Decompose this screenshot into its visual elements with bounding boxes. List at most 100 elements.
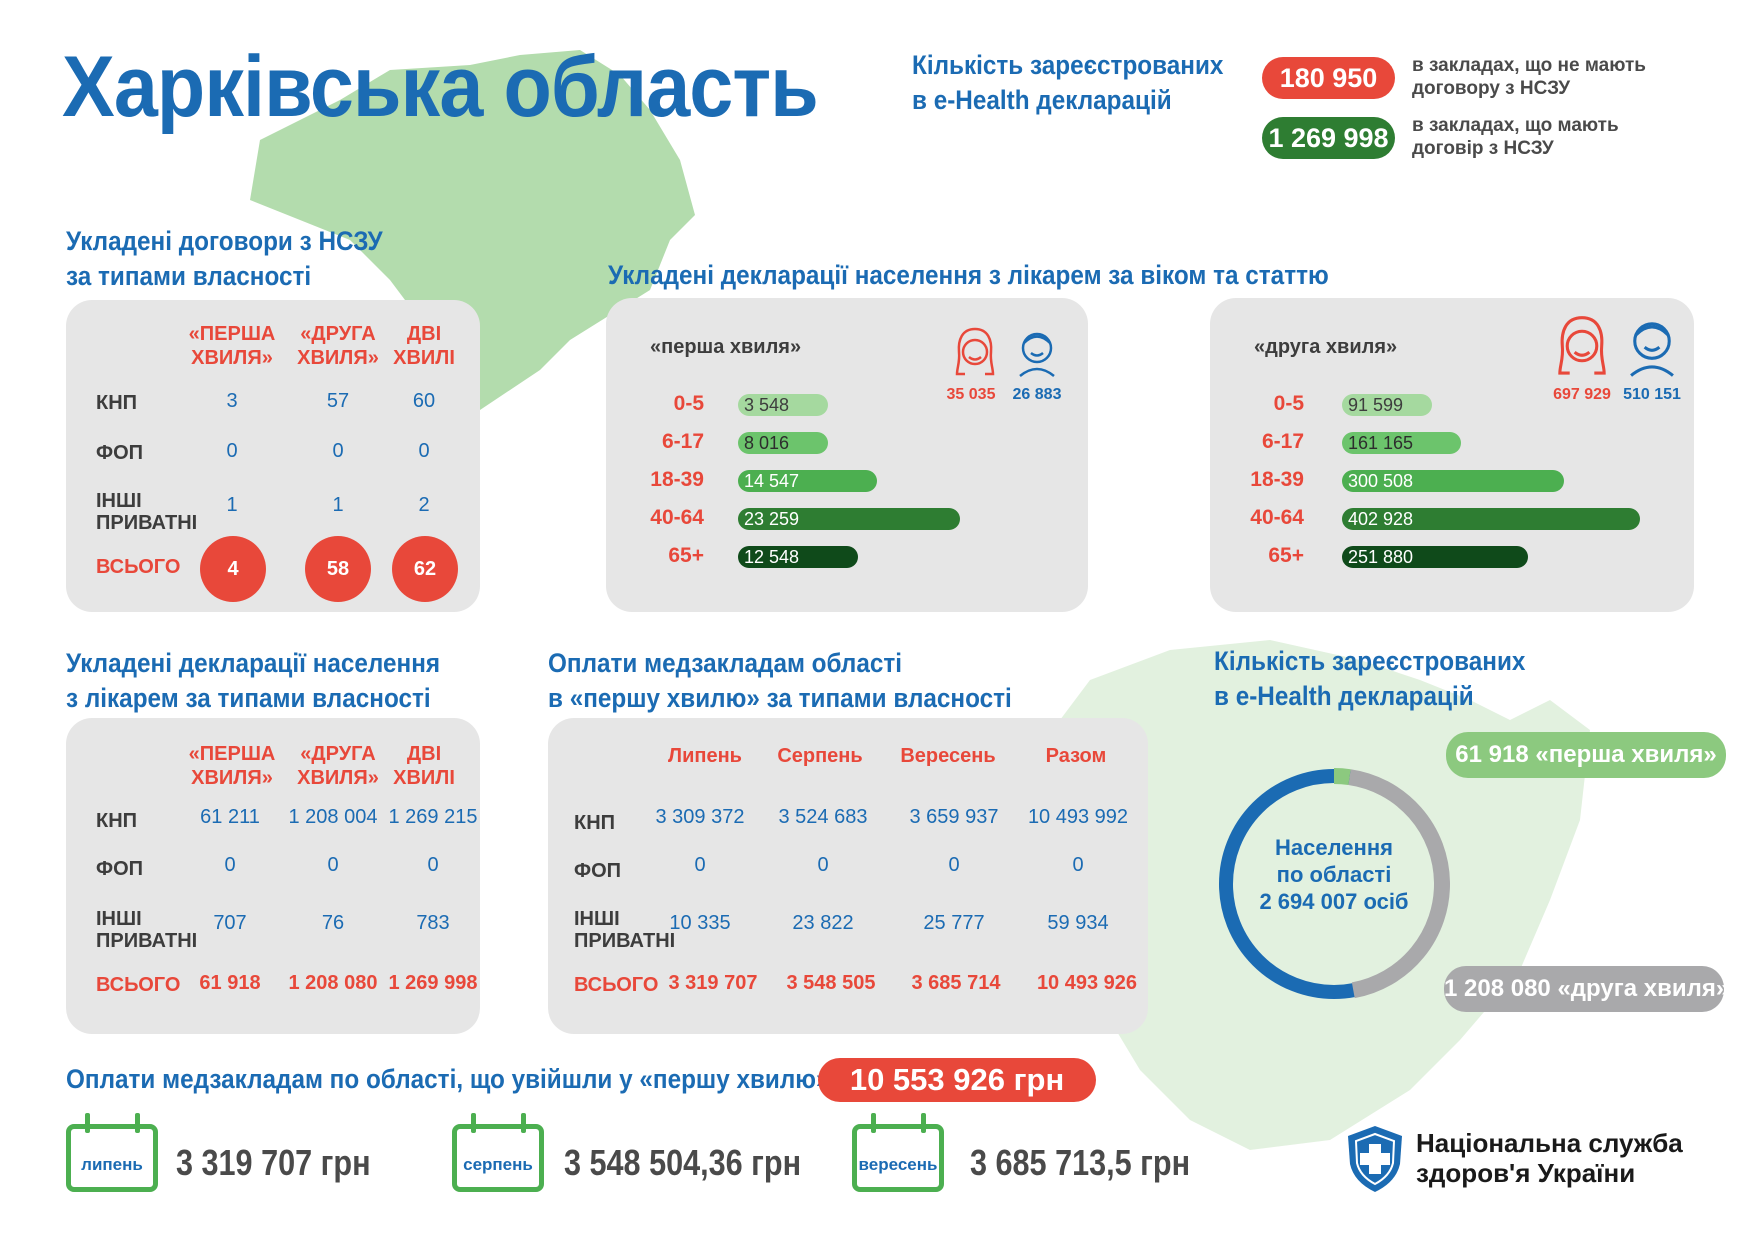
male-icon <box>1019 332 1055 377</box>
declarations-total: 1 208 080 <box>288 972 378 994</box>
age-group-label: 6-17 <box>1261 430 1304 453</box>
payments-total-label: ВСЬОГО <box>574 974 659 996</box>
declarations-total: 1 269 998 <box>388 972 478 994</box>
nszu-logo-text: Національна служба здоров'я України <box>1416 1128 1683 1188</box>
payments-row-label: ФОП <box>574 860 622 882</box>
payments-total-badge: 10 553 926 грн <box>818 1058 1096 1102</box>
age-bar-value: 12 548 <box>744 547 800 567</box>
age-bar <box>738 508 960 530</box>
wave1-male-count: 26 883 <box>1012 386 1062 403</box>
contracts-heading: Укладені договори з НСЗУ за типами власн… <box>66 226 383 291</box>
payments-cell: 0 <box>948 854 960 876</box>
age-group-label: 65+ <box>668 544 704 567</box>
without-contract-badge: 180 950 <box>1262 57 1395 99</box>
payments-table-heading: Оплати медзакладам області в «першу хвил… <box>548 648 1012 713</box>
donut-wave1-arc <box>1333 767 1351 786</box>
contracts-col-wave2: «ДРУГА ХВИЛЯ» <box>297 323 379 369</box>
payments-total: 3 319 707 <box>668 972 758 994</box>
age-group-label: 65+ <box>1268 544 1304 567</box>
age-bar-value: 14 547 <box>744 471 800 491</box>
payments-total: 3 685 714 <box>911 972 1001 994</box>
contracts-cell: 2 <box>418 494 430 516</box>
donut-heading: Кількість зареєстрованих в e-Health декл… <box>1214 646 1526 711</box>
payments-cell: 3 309 372 <box>655 806 745 828</box>
declarations-cell: 0 <box>327 854 339 876</box>
contracts-row-label: ІНШІ ПРИВАТНІ <box>96 490 198 534</box>
payments-cell: 0 <box>817 854 829 876</box>
contracts-col-wave1: «ПЕРША ХВИЛЯ» <box>188 323 276 369</box>
payment-month-amount: 3 685 713,5 грн <box>970 1142 1191 1183</box>
calendar-month-label: серпень <box>463 1155 533 1174</box>
age-bar <box>1342 546 1529 568</box>
declarations-panel <box>66 718 480 1034</box>
payments-col: Липень <box>668 745 742 767</box>
calendar-month-label: вересень <box>858 1155 938 1174</box>
region-map-top <box>250 50 695 460</box>
donut-wave1-pill: 61 918 «перша хвиля» <box>1446 732 1726 778</box>
payments-cell: 23 822 <box>792 912 854 934</box>
declarations-col-both: ДВІ ХВИЛІ <box>393 743 455 789</box>
age-group-label: 18-39 <box>1250 468 1304 491</box>
payments-total: 3 548 505 <box>786 972 876 994</box>
age-bar <box>1342 508 1640 530</box>
declarations-col-wave2: «ДРУГА ХВИЛЯ» <box>297 743 379 789</box>
age-group-label: 6-17 <box>661 430 704 453</box>
age-bar <box>738 432 828 454</box>
contracts-cell: 1 <box>332 494 344 516</box>
declarations-col-wave1: «ПЕРША ХВИЛЯ» <box>188 743 276 789</box>
contracts-total-wave2: 58 <box>305 536 371 602</box>
payments-cell: 0 <box>694 854 706 876</box>
calendar-icon: серпень <box>452 1113 544 1192</box>
declarations-row-label: ФОП <box>96 858 144 880</box>
donut-center: Населення по області 2 694 007 осіб <box>1259 835 1409 914</box>
contracts-cell: 57 <box>326 390 350 412</box>
declarations-row-label: КНП <box>96 810 138 832</box>
age-bar-value: 402 928 <box>1348 509 1414 529</box>
payments-col: Вересень <box>900 745 996 767</box>
payments-col: Разом <box>1045 745 1107 767</box>
payment-month-amount: 3 319 707 грн <box>176 1142 371 1183</box>
declarations-cell: 0 <box>224 854 236 876</box>
contracts-total-wave1: 4 <box>200 536 266 602</box>
declarations-cell: 61 211 <box>200 806 260 828</box>
page-title: Харківська область <box>62 39 819 135</box>
payments-row-label: КНП <box>574 812 616 834</box>
age-bar-value: 91 599 <box>1348 395 1404 415</box>
contracts-row-label: ФОП <box>96 442 144 464</box>
declarations-cell: 783 <box>416 912 450 934</box>
payments-cell: 25 777 <box>923 912 985 934</box>
declarations-total-label: ВСЬОГО <box>96 974 181 996</box>
contracts-row-label: КНП <box>96 392 138 414</box>
age-bar <box>1342 394 1432 416</box>
payments-cell: 3 659 937 <box>909 806 999 828</box>
age-group-label: 0-5 <box>1273 392 1304 415</box>
declarations-row-label: ІНШІ ПРИВАТНІ <box>96 908 198 952</box>
calendar-month-label: липень <box>81 1155 143 1174</box>
declarations-cell: 1 269 215 <box>388 806 478 828</box>
contracts-cell: 3 <box>226 390 238 412</box>
wave1-label: «перша хвиля» <box>650 336 802 358</box>
declarations-total: 61 918 <box>199 972 261 994</box>
payments-row-label: ІНШІ ПРИВАТНІ <box>574 908 676 952</box>
age-bar <box>738 394 828 416</box>
contracts-total-label: ВСЬОГО <box>96 556 181 578</box>
declarations-cell: 0 <box>427 854 439 876</box>
payments-total-heading: Оплати медзакладам по області, що увійшл… <box>66 1064 830 1094</box>
age-group-label: 40-64 <box>1250 506 1304 529</box>
age-bar-value: 161 165 <box>1348 433 1414 453</box>
declarations-cell: 1 208 004 <box>288 806 378 828</box>
male-icon <box>1630 322 1674 377</box>
payment-month-amount: 3 548 504,36 грн <box>564 1142 802 1183</box>
payments-cell: 10 493 992 <box>1027 806 1129 828</box>
payments-cell: 10 335 <box>669 912 731 934</box>
age-bar-value: 300 508 <box>1348 471 1414 491</box>
donut-wave2-pill: 1 208 080 «друга хвиля» <box>1444 966 1729 1012</box>
age-bar-value: 8 016 <box>744 433 790 453</box>
wave2-male-count: 510 151 <box>1623 386 1681 403</box>
payments-col: Серпень <box>777 745 863 767</box>
contracts-col-both: ДВІ ХВИЛІ <box>393 323 455 369</box>
age-bar <box>738 546 858 568</box>
contracts-total-both: 62 <box>392 536 458 602</box>
payments-total: 10 493 926 <box>1036 972 1138 994</box>
contracts-cell: 0 <box>332 440 344 462</box>
